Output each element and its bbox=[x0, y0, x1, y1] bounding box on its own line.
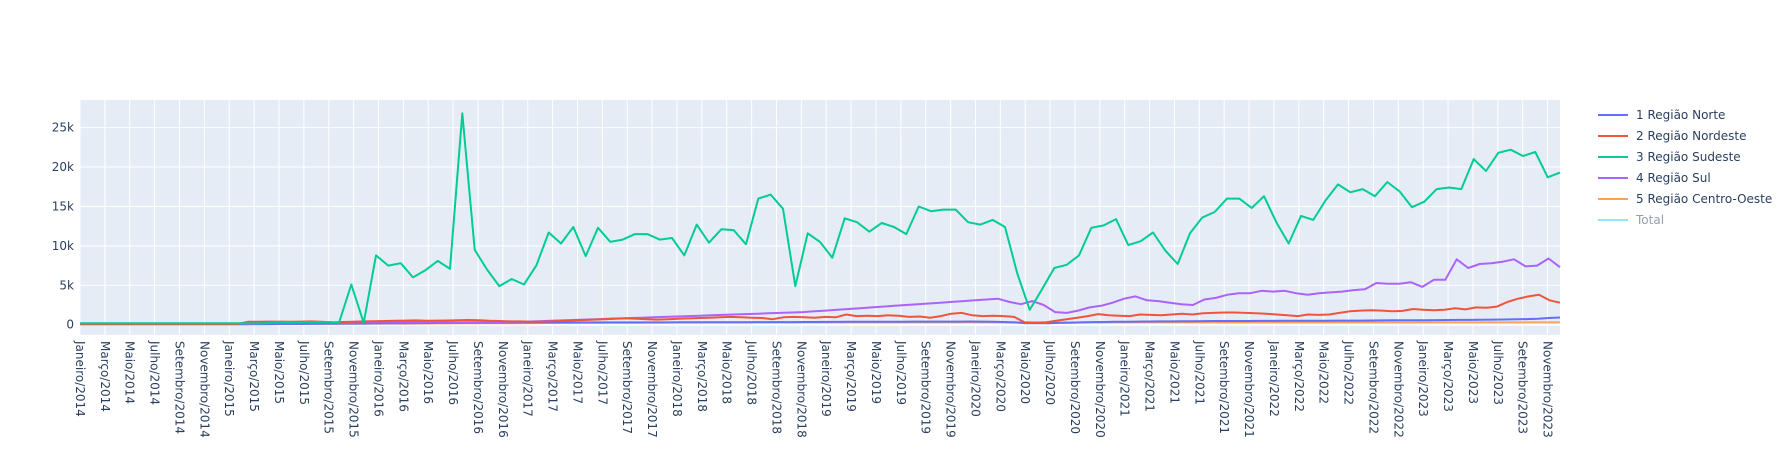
x-tick-label: Maio/2014 bbox=[123, 341, 137, 404]
legend-item-3[interactable]: 3 Região Sudeste bbox=[1598, 150, 1741, 164]
x-tick-label: Novembro/2016 bbox=[496, 341, 510, 438]
x-tick-label: Março/2017 bbox=[546, 341, 560, 412]
legend-item-1[interactable]: 1 Região Norte bbox=[1598, 108, 1725, 122]
x-tick-label: Março/2023 bbox=[1441, 341, 1455, 412]
x-tick-label: Julho/2023 bbox=[1491, 340, 1505, 405]
x-tick-label: Março/2018 bbox=[695, 341, 709, 412]
x-tick-label: Maio/2015 bbox=[272, 341, 286, 404]
series-line-3 bbox=[80, 112, 1561, 325]
x-tick-label: Julho/2015 bbox=[297, 340, 311, 405]
x-tick-label: Julho/2016 bbox=[446, 340, 460, 405]
x-tick-label: Novembro/2015 bbox=[347, 341, 361, 438]
legend-label: 3 Região Sudeste bbox=[1636, 150, 1741, 164]
x-tick-label: Julho/2020 bbox=[1043, 340, 1057, 405]
x-tick-label: Março/2015 bbox=[247, 341, 261, 412]
x-tick-label: Novembro/2022 bbox=[1391, 341, 1405, 438]
series-line-1 bbox=[80, 316, 1561, 326]
x-tick-label: Setembro/2022 bbox=[1366, 341, 1380, 434]
x-tick-label: Setembro/2014 bbox=[172, 341, 186, 434]
x-tick-label: Julho/2021 bbox=[1192, 340, 1206, 405]
x-tick-label: Setembro/2015 bbox=[322, 341, 336, 434]
x-tick-label: Janeiro/2014 bbox=[73, 340, 87, 417]
legend-label: 4 Região Sul bbox=[1636, 171, 1711, 185]
x-tick-label: Março/2019 bbox=[844, 341, 858, 412]
x-tick-label: Novembro/2020 bbox=[1093, 341, 1107, 438]
x-tick-label: Julho/2022 bbox=[1342, 340, 1356, 405]
x-tick-label: Janeiro/2022 bbox=[1267, 340, 1281, 417]
y-tick-label: 15k bbox=[52, 199, 74, 213]
x-tick-label: Janeiro/2018 bbox=[670, 340, 684, 417]
x-tick-label: Novembro/2019 bbox=[944, 341, 958, 438]
x-tick-label: Março/2016 bbox=[396, 341, 410, 412]
x-tick-label: Maio/2020 bbox=[1018, 341, 1032, 404]
x-tick-label: Março/2020 bbox=[993, 341, 1007, 412]
x-tick-label: Novembro/2018 bbox=[794, 341, 808, 438]
y-axis: 0 5k 10k 15k 20k 25k bbox=[52, 121, 74, 332]
y-tick-label: 10k bbox=[52, 239, 74, 253]
x-tick-label: Maio/2021 bbox=[1167, 341, 1181, 404]
y-tick-label: 0 bbox=[66, 318, 74, 332]
x-tick-label: Setembro/2017 bbox=[620, 341, 634, 434]
x-tick-label: Março/2022 bbox=[1292, 341, 1306, 412]
x-tick-label: Julho/2017 bbox=[595, 340, 609, 405]
legend-item-2[interactable]: 2 Região Nordeste bbox=[1598, 129, 1746, 143]
x-tick-label: Janeiro/2015 bbox=[222, 340, 236, 417]
x-tick-label: Maio/2019 bbox=[869, 341, 883, 404]
legend-label: 2 Região Nordeste bbox=[1636, 129, 1746, 143]
x-tick-label: Novembro/2014 bbox=[197, 341, 211, 438]
x-tick-label: Maio/2022 bbox=[1317, 341, 1331, 404]
x-tick-label: Julho/2014 bbox=[148, 340, 162, 405]
legend-label: 1 Região Norte bbox=[1636, 108, 1725, 122]
legend-label: Total bbox=[1635, 213, 1664, 227]
x-tick-label: Maio/2023 bbox=[1466, 341, 1480, 404]
series-lines bbox=[80, 112, 1561, 326]
x-axis: Janeiro/2014 Março/2014 Maio/2014 Julho/201… bbox=[73, 340, 1555, 438]
y-tick-label: 5k bbox=[59, 278, 74, 292]
x-tick-label: Julho/2018 bbox=[745, 340, 759, 405]
x-tick-label: Maio/2016 bbox=[421, 341, 435, 404]
grid-lines bbox=[79, 100, 1560, 335]
y-tick-label: 20k bbox=[52, 160, 74, 174]
x-tick-label: Janeiro/2020 bbox=[968, 340, 982, 417]
x-tick-label: Novembro/2017 bbox=[645, 341, 659, 438]
x-tick-label: Janeiro/2019 bbox=[819, 340, 833, 417]
x-tick-label: Maio/2018 bbox=[720, 341, 734, 404]
legend[interactable]: 1 Região Norte 2 Região Nordeste 3 Região … bbox=[1598, 108, 1772, 227]
x-tick-label: Setembro/2016 bbox=[471, 341, 485, 434]
x-tick-label: Setembro/2023 bbox=[1516, 341, 1530, 434]
plot-area bbox=[80, 100, 1560, 335]
x-tick-label: Maio/2017 bbox=[570, 341, 584, 404]
x-tick-label: Janeiro/2017 bbox=[521, 340, 535, 417]
x-tick-label: Julho/2019 bbox=[894, 340, 908, 405]
x-tick-label: Setembro/2021 bbox=[1217, 341, 1231, 434]
x-tick-label: Setembro/2020 bbox=[1068, 341, 1082, 434]
legend-item-5[interactable]: 5 Região Centro-Oeste bbox=[1598, 192, 1772, 206]
x-tick-label: Setembro/2018 bbox=[769, 341, 783, 434]
legend-item-4[interactable]: 4 Região Sul bbox=[1598, 171, 1711, 185]
legend-item-6[interactable]: Total bbox=[1598, 213, 1664, 227]
x-tick-label: Março/2021 bbox=[1143, 341, 1157, 412]
x-tick-label: Março/2014 bbox=[98, 341, 112, 412]
x-tick-label: Novembro/2023 bbox=[1541, 341, 1555, 438]
y-tick-label: 25k bbox=[52, 121, 74, 135]
x-tick-label: Setembro/2019 bbox=[919, 341, 933, 434]
x-tick-label: Janeiro/2023 bbox=[1416, 340, 1430, 417]
x-tick-label: Novembro/2021 bbox=[1242, 341, 1256, 438]
legend-label: 5 Região Centro-Oeste bbox=[1636, 192, 1772, 206]
x-tick-label: Janeiro/2016 bbox=[371, 340, 385, 417]
x-tick-label: Janeiro/2021 bbox=[1118, 340, 1132, 417]
